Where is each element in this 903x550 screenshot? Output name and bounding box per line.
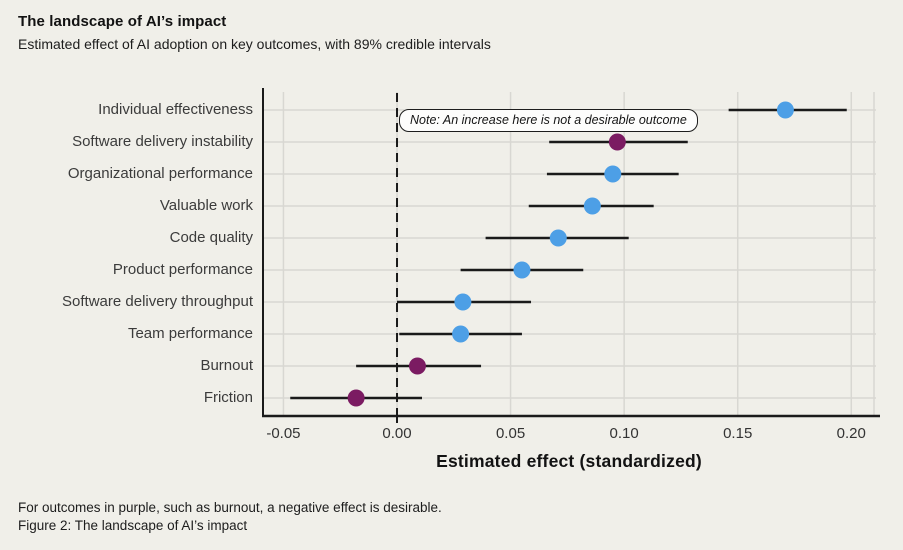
estimate-dot bbox=[608, 133, 626, 151]
x-tick-label: 0.10 bbox=[609, 425, 639, 442]
footnote: For outcomes in purple, such as burnout,… bbox=[18, 500, 442, 515]
x-tick-label: 0.00 bbox=[382, 425, 412, 442]
category-label: Burnout bbox=[200, 357, 253, 374]
estimate-dot bbox=[347, 389, 365, 407]
estimate-dot bbox=[776, 101, 794, 119]
category-label: Product performance bbox=[112, 261, 253, 278]
estimate-dot bbox=[583, 197, 601, 215]
category-label: Valuable work bbox=[159, 197, 253, 214]
x-tick-label: 0.20 bbox=[836, 425, 866, 442]
category-label: Software delivery instability bbox=[72, 133, 253, 150]
figure-caption: Figure 2: The landscape of AI’s impact bbox=[18, 518, 248, 533]
estimate-dot bbox=[454, 293, 472, 311]
category-label: Code quality bbox=[169, 229, 253, 246]
chart-title: The landscape of AI’s impact bbox=[18, 13, 227, 30]
estimate-dot bbox=[513, 261, 531, 279]
category-label: Software delivery throughput bbox=[62, 293, 253, 310]
annotation-note: Note: An increase here is not a desirabl… bbox=[399, 109, 698, 132]
category-label: Team performance bbox=[127, 325, 253, 342]
x-tick-label: -0.05 bbox=[266, 425, 301, 442]
x-axis-title: Estimated effect (standardized) bbox=[436, 451, 702, 471]
chart-subtitle: Estimated effect of AI adoption on key o… bbox=[18, 36, 491, 52]
category-label: Individual effectiveness bbox=[98, 101, 253, 118]
x-tick-label: 0.05 bbox=[495, 425, 526, 442]
category-label: Friction bbox=[203, 389, 253, 406]
estimate-dot bbox=[549, 229, 567, 247]
category-label: Organizational performance bbox=[67, 165, 253, 182]
estimate-dot bbox=[408, 357, 426, 375]
estimate-dot bbox=[452, 325, 470, 343]
x-tick-label: 0.15 bbox=[723, 425, 753, 442]
estimate-dot bbox=[604, 165, 622, 183]
